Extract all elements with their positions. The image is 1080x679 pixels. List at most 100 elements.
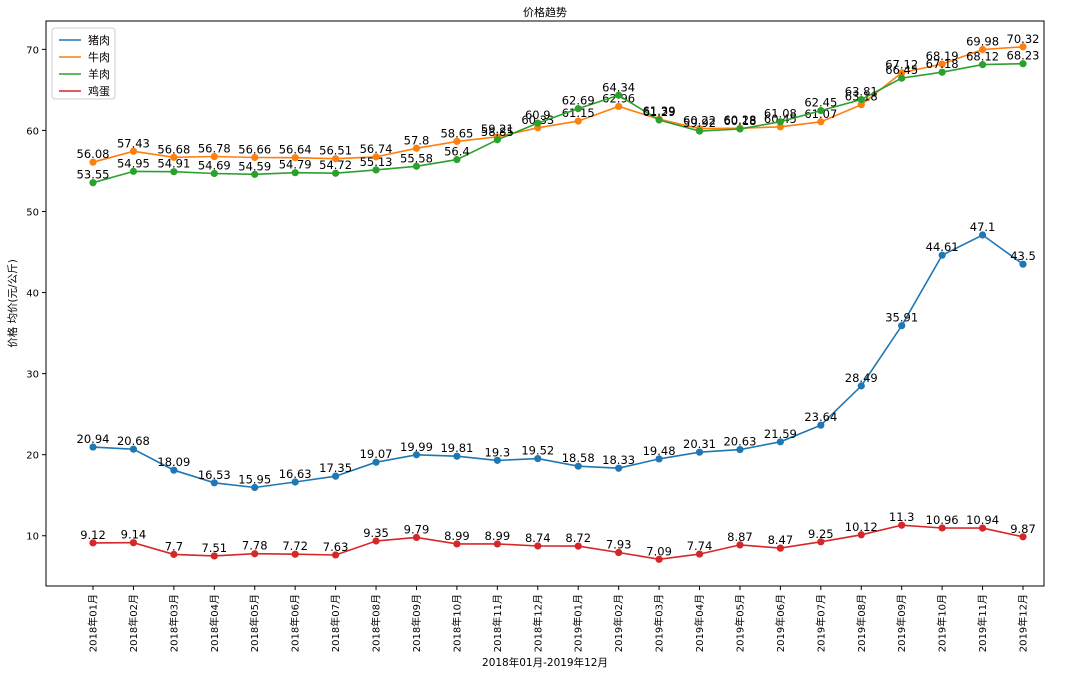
data-label: 20.63 [723, 435, 756, 449]
data-point [372, 537, 380, 545]
data-label: 68.19 [926, 49, 959, 63]
x-axis-label: 2018年01月-2019年12月 [482, 656, 608, 669]
x-tick-label: 2018年06月 [289, 594, 302, 652]
data-point [857, 382, 865, 390]
series-line-1 [92, 46, 1024, 163]
x-tick-label: 2018年05月 [248, 594, 261, 652]
data-point [655, 116, 663, 124]
data-point [1019, 60, 1027, 68]
data-point [453, 137, 461, 145]
data-point [776, 118, 784, 126]
x-tick-label: 2018年08月 [370, 594, 383, 652]
data-label: 9.14 [121, 528, 147, 542]
data-label: 55.58 [400, 151, 433, 165]
data-point [898, 69, 906, 77]
data-label: 66.45 [885, 63, 918, 77]
data-label: 57.43 [117, 136, 150, 150]
x-tick-label: 2019年02月 [612, 594, 625, 652]
data-point [695, 550, 704, 558]
data-label: 7.93 [606, 538, 632, 552]
x-tick-label: 2018年07月 [329, 594, 342, 652]
data-point [291, 169, 299, 177]
data-label: 43.5 [1010, 249, 1036, 263]
data-label: 67.12 [885, 58, 918, 72]
x-tick-label: 2018年04月 [208, 594, 221, 652]
y-axis-label: 价格 均价(元/公斤) [6, 259, 19, 348]
data-label: 9.87 [1010, 522, 1036, 536]
data-label: 8.47 [768, 533, 794, 547]
data-label: 19.99 [400, 440, 433, 454]
data-label: 61.29 [643, 105, 676, 119]
data-point [534, 542, 542, 550]
data-point [938, 251, 946, 259]
x-tick-label: 2018年09月 [410, 594, 423, 652]
legend-entry: 牛肉 [88, 50, 110, 64]
data-label: 8.99 [485, 529, 511, 543]
data-label: 18.58 [562, 451, 595, 465]
data-label: 68.23 [1007, 49, 1040, 63]
x-tick-label: 2018年12月 [531, 594, 544, 652]
data-point [736, 445, 744, 454]
data-point [412, 533, 421, 542]
data-point [291, 550, 299, 558]
data-label: 54.69 [198, 158, 231, 172]
data-label: 70.32 [1007, 32, 1040, 46]
data-label: 54.72 [319, 158, 352, 172]
y-tick-label: 50 [26, 207, 39, 218]
data-point [776, 544, 784, 552]
data-point [817, 106, 825, 115]
x-tick-label: 2019年01月 [572, 594, 585, 652]
data-point [938, 524, 946, 532]
data-label: 10.96 [926, 513, 959, 527]
data-point [615, 464, 623, 472]
data-point [938, 60, 946, 68]
data-label: 69.98 [966, 35, 999, 49]
data-point [817, 118, 825, 126]
x-tick-label: 2019年06月 [774, 594, 787, 652]
data-label: 60.18 [723, 114, 756, 128]
data-point [129, 147, 138, 155]
legend-box [51, 27, 116, 100]
data-label: 56.74 [360, 142, 393, 156]
data-point [412, 162, 421, 170]
data-label: 59.21 [481, 122, 514, 136]
data-point [978, 61, 987, 69]
x-tick-label: 2018年03月 [167, 594, 180, 652]
data-point [615, 102, 623, 111]
data-point [534, 119, 542, 127]
data-label: 19.52 [521, 444, 554, 458]
data-point [655, 555, 663, 563]
chart-title: 价格趋势 [523, 5, 567, 19]
data-point [857, 101, 865, 109]
data-point [453, 452, 461, 460]
data-point [817, 421, 825, 429]
data-point [129, 167, 138, 175]
data-point [978, 45, 987, 54]
data-point [978, 231, 987, 239]
data-label: 8.72 [565, 531, 591, 545]
data-point [493, 456, 501, 464]
data-point [210, 552, 218, 560]
data-point [89, 443, 97, 451]
y-tick-label: 60 [26, 126, 39, 137]
data-point [129, 539, 138, 547]
data-label: 47.1 [970, 220, 996, 234]
data-point [332, 169, 340, 177]
data-label: 62.45 [804, 96, 837, 110]
data-point [251, 153, 259, 162]
data-label: 54.59 [238, 159, 271, 173]
data-label: 7.78 [242, 539, 268, 553]
data-point [574, 462, 582, 470]
data-point [978, 524, 987, 532]
data-point [534, 454, 542, 463]
data-label: 7.74 [687, 539, 713, 553]
data-point [736, 125, 744, 133]
x-tick-label: 2019年03月 [653, 594, 666, 652]
data-point [372, 166, 380, 174]
data-label: 44.61 [926, 240, 959, 254]
x-tick-label: 2019年05月 [733, 594, 746, 652]
data-label: 28.49 [845, 371, 878, 385]
data-point [1019, 533, 1027, 541]
data-label: 7.63 [323, 540, 349, 554]
